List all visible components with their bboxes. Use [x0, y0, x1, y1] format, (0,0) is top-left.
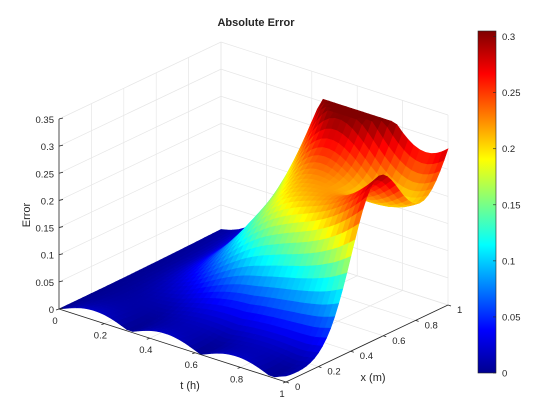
chart-title: Absolute Error — [217, 17, 295, 29]
t-tick-mark — [282, 381, 287, 384]
z-tick-label: 0.25 — [36, 169, 55, 180]
x-tick-mark — [350, 350, 354, 353]
z-axis-label: Error — [21, 202, 33, 227]
colorbar-tick-label: 0.05 — [502, 312, 521, 323]
y-tick-labels: 0 0.2 0.4 0.6 0.8 1 — [295, 305, 462, 393]
t-tick-label: 0 — [52, 316, 57, 327]
t-tick-mark — [101, 323, 105, 325]
colorbar-tick-label: 0.3 — [502, 32, 515, 43]
t-tick-mark — [192, 352, 196, 355]
x-tick-label: 0.8 — [425, 320, 438, 331]
z-tick-label: 0.05 — [36, 278, 55, 289]
t-tick-mark — [55, 308, 60, 311]
error-surface — [58, 98, 449, 378]
z-tick-label: 0.35 — [36, 115, 55, 126]
x-axis-line — [285, 304, 449, 383]
surface-patch — [280, 374, 291, 377]
z-tick-mark — [58, 144, 64, 147]
colorbar-tick-label: 0.1 — [502, 256, 515, 267]
grid-line — [58, 41, 449, 120]
t-tick-mark — [146, 337, 150, 340]
z-tick-labels: 0 0.05 0.1 0.15 0.2 0.25 0.3 0.35 — [36, 115, 55, 316]
colorbar-ticks: 0 0.05 0.1 0.15 0.2 0.25 0.3 — [493, 32, 521, 380]
x-tick-mark — [447, 304, 452, 307]
x-tick-label: 1 — [457, 305, 462, 316]
colorbar-tick-label: 0.25 — [502, 88, 521, 99]
x-tick-mark — [415, 320, 419, 322]
z-tick-mark — [58, 253, 64, 256]
colorbar-tick-label: 0 — [502, 369, 507, 380]
y-axis-label: x (m) — [360, 372, 385, 384]
t-tick-label: 0.8 — [230, 374, 243, 385]
t-tick-label: 0.4 — [139, 345, 152, 356]
z-tick-label: 0.2 — [41, 196, 54, 207]
t-axis-line — [58, 308, 287, 383]
z-tick-mark — [58, 280, 64, 283]
x-tick-label: 0.6 — [392, 336, 405, 347]
colorbar-bar — [477, 30, 497, 374]
x-tick-label: 0.2 — [327, 367, 340, 378]
colorbar-tick-label: 0.15 — [502, 200, 521, 211]
colorbar: 0 0.05 0.1 0.15 0.2 0.25 0.3 — [477, 30, 521, 380]
z-tick-mark — [58, 226, 64, 228]
z-tick-mark — [58, 199, 64, 201]
z-tick-label: 0.3 — [41, 142, 54, 153]
t-tick-label: 0.2 — [94, 331, 107, 342]
x-tick-mark — [318, 366, 322, 368]
x-tick-labels: 0 0.2 0.4 0.6 0.8 1 — [52, 316, 284, 400]
axes-lines — [55, 117, 452, 384]
z-tick-mark — [58, 117, 64, 120]
z-tick-mark — [58, 307, 64, 310]
x-tick-label: 0.4 — [360, 351, 373, 362]
x-tick-mark — [285, 381, 290, 384]
z-tick-mark — [58, 171, 64, 174]
z-tick-label: 0.1 — [41, 251, 54, 262]
t-tick-label: 0.6 — [185, 360, 198, 371]
z-tick-label: 0 — [49, 305, 54, 316]
t-tick-mark — [237, 367, 241, 369]
x-tick-mark — [383, 335, 387, 338]
x-axis-label: t (h) — [180, 380, 200, 392]
x-tick-label: 0 — [295, 382, 300, 393]
colorbar-tick-label: 0.2 — [502, 144, 515, 155]
t-tick-label: 1 — [279, 389, 284, 400]
z-tick-label: 0.15 — [36, 224, 55, 235]
